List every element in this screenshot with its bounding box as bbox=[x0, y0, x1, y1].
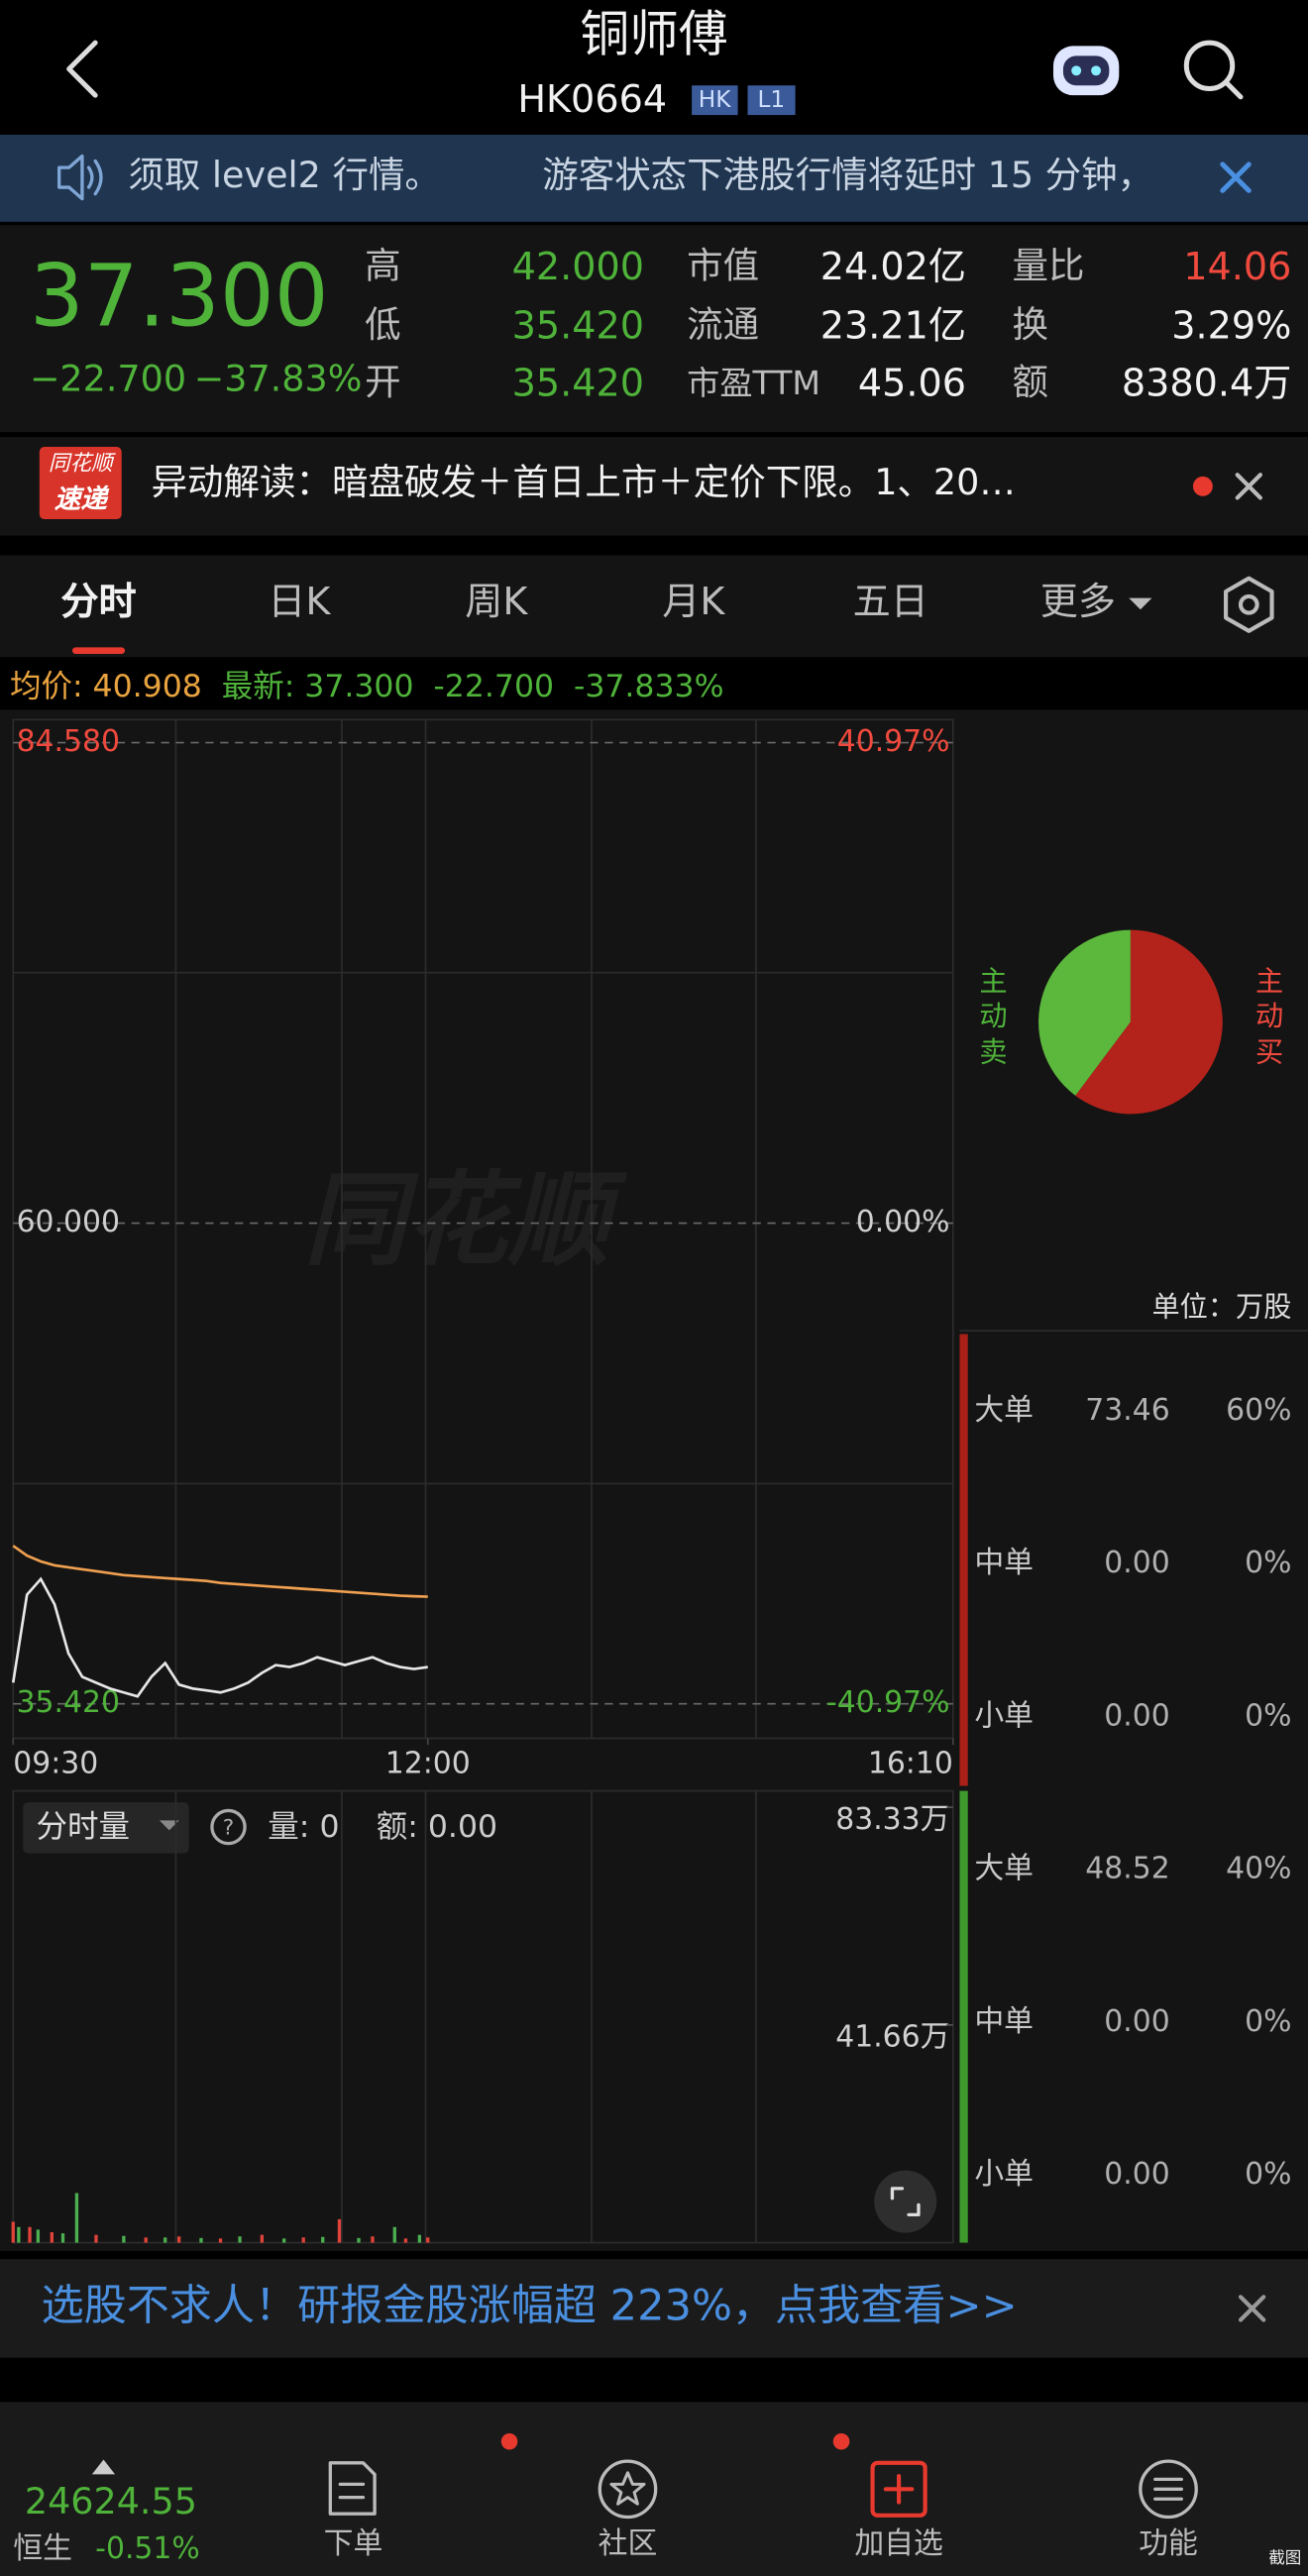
level-badge: L1 bbox=[747, 85, 796, 116]
index-change: -0.51% bbox=[95, 2531, 200, 2567]
tab-indicator bbox=[71, 647, 126, 655]
last-price: 37.300 bbox=[29, 248, 329, 347]
field-label: 开 bbox=[365, 363, 401, 404]
price-change-pct: −37.83% bbox=[193, 360, 363, 401]
tab[interactable]: 月K bbox=[662, 582, 725, 625]
nav-label[interactable]: 加自选 bbox=[854, 2526, 943, 2562]
nav-label[interactable]: 社区 bbox=[598, 2526, 658, 2562]
field-label: 换 bbox=[1012, 305, 1049, 347]
news-badge-text: 速递 bbox=[54, 483, 107, 515]
field-value: 3.29% bbox=[1171, 305, 1292, 349]
avg-label: 均价: bbox=[9, 668, 83, 705]
volume-readout: 量: 0 bbox=[268, 1808, 340, 1846]
field-label: 量比 bbox=[1012, 246, 1085, 288]
field-value: 45.06 bbox=[857, 363, 967, 406]
field-value: 8380.4万 bbox=[1121, 363, 1292, 406]
tab[interactable]: 分时 bbox=[60, 582, 137, 625]
news-badge-text: 同花顺 bbox=[48, 452, 113, 477]
market-badge: HK bbox=[692, 85, 738, 116]
nav-label[interactable]: 下单 bbox=[323, 2526, 383, 2562]
unit-label: 单位：万股 bbox=[1151, 1291, 1292, 1325]
pie-label: 主动买 bbox=[1254, 966, 1284, 1069]
last-change-pct: -37.833% bbox=[573, 668, 724, 705]
stock-code: HK0664 bbox=[517, 78, 668, 122]
field-label: 额 bbox=[1012, 363, 1049, 404]
tab[interactable]: 五日 bbox=[852, 582, 928, 625]
field-value: 23.21亿 bbox=[819, 305, 967, 349]
screenshot-label: 截图 bbox=[1268, 2549, 1302, 2568]
amount-readout: 额: 0.00 bbox=[376, 1808, 498, 1846]
field-label: 市值 bbox=[687, 246, 760, 288]
field-value: 42.000 bbox=[511, 246, 645, 289]
last-value: 37.300 bbox=[304, 668, 414, 705]
stock-name: 铜师傅 bbox=[580, 6, 728, 64]
field-value: 35.420 bbox=[511, 363, 645, 406]
last-change: -22.700 bbox=[433, 668, 555, 705]
promo-text: 选股不求人！研报金股涨幅超 223%，点我查看>> bbox=[41, 2282, 1018, 2332]
news-bar[interactable] bbox=[0, 437, 1308, 536]
field-value: 24.02亿 bbox=[819, 246, 967, 289]
promo-banner[interactable] bbox=[0, 2259, 1308, 2358]
tab[interactable]: 更多 bbox=[1039, 582, 1116, 625]
nav-label[interactable]: 功能 bbox=[1139, 2526, 1198, 2562]
quote-panel bbox=[0, 225, 1308, 433]
chart-panel bbox=[0, 709, 1308, 2251]
index-name: 恒生 bbox=[13, 2531, 72, 2567]
field-value: 14.06 bbox=[1183, 246, 1292, 289]
notice-text: 游客状态下港股行情将延时 15 分钟， bbox=[542, 156, 1154, 197]
notice-text: 须取 level2 行情。 bbox=[128, 156, 441, 197]
field-label: 市盈TTM bbox=[687, 363, 821, 403]
pie-label: 主动卖 bbox=[979, 966, 1008, 1069]
price-change: −22.700 bbox=[29, 360, 187, 401]
watermark: 同花顺 bbox=[303, 1159, 610, 1280]
tab[interactable]: 日K bbox=[268, 582, 331, 625]
news-text: 异动解读：暗盘破发＋首日上市＋定价下限。1、20… bbox=[151, 463, 1016, 505]
index-value[interactable]: 24624.55 bbox=[24, 2482, 197, 2524]
field-label: 高 bbox=[365, 246, 401, 288]
tab-bar bbox=[0, 555, 1308, 658]
field-label: 低 bbox=[365, 305, 401, 347]
notice-bar bbox=[0, 134, 1308, 222]
avg-value: 40.908 bbox=[92, 668, 202, 705]
tab[interactable]: 周K bbox=[465, 582, 528, 625]
news-badge bbox=[39, 447, 122, 520]
field-value: 35.420 bbox=[511, 305, 645, 349]
field-label: 流通 bbox=[687, 305, 760, 347]
volume-selector-text: 分时量 bbox=[36, 1808, 131, 1846]
last-label: 最新: bbox=[221, 668, 295, 705]
summary-line: 均价: 40.908 最新: 37.300 -22.700 -37.833% bbox=[9, 668, 724, 705]
